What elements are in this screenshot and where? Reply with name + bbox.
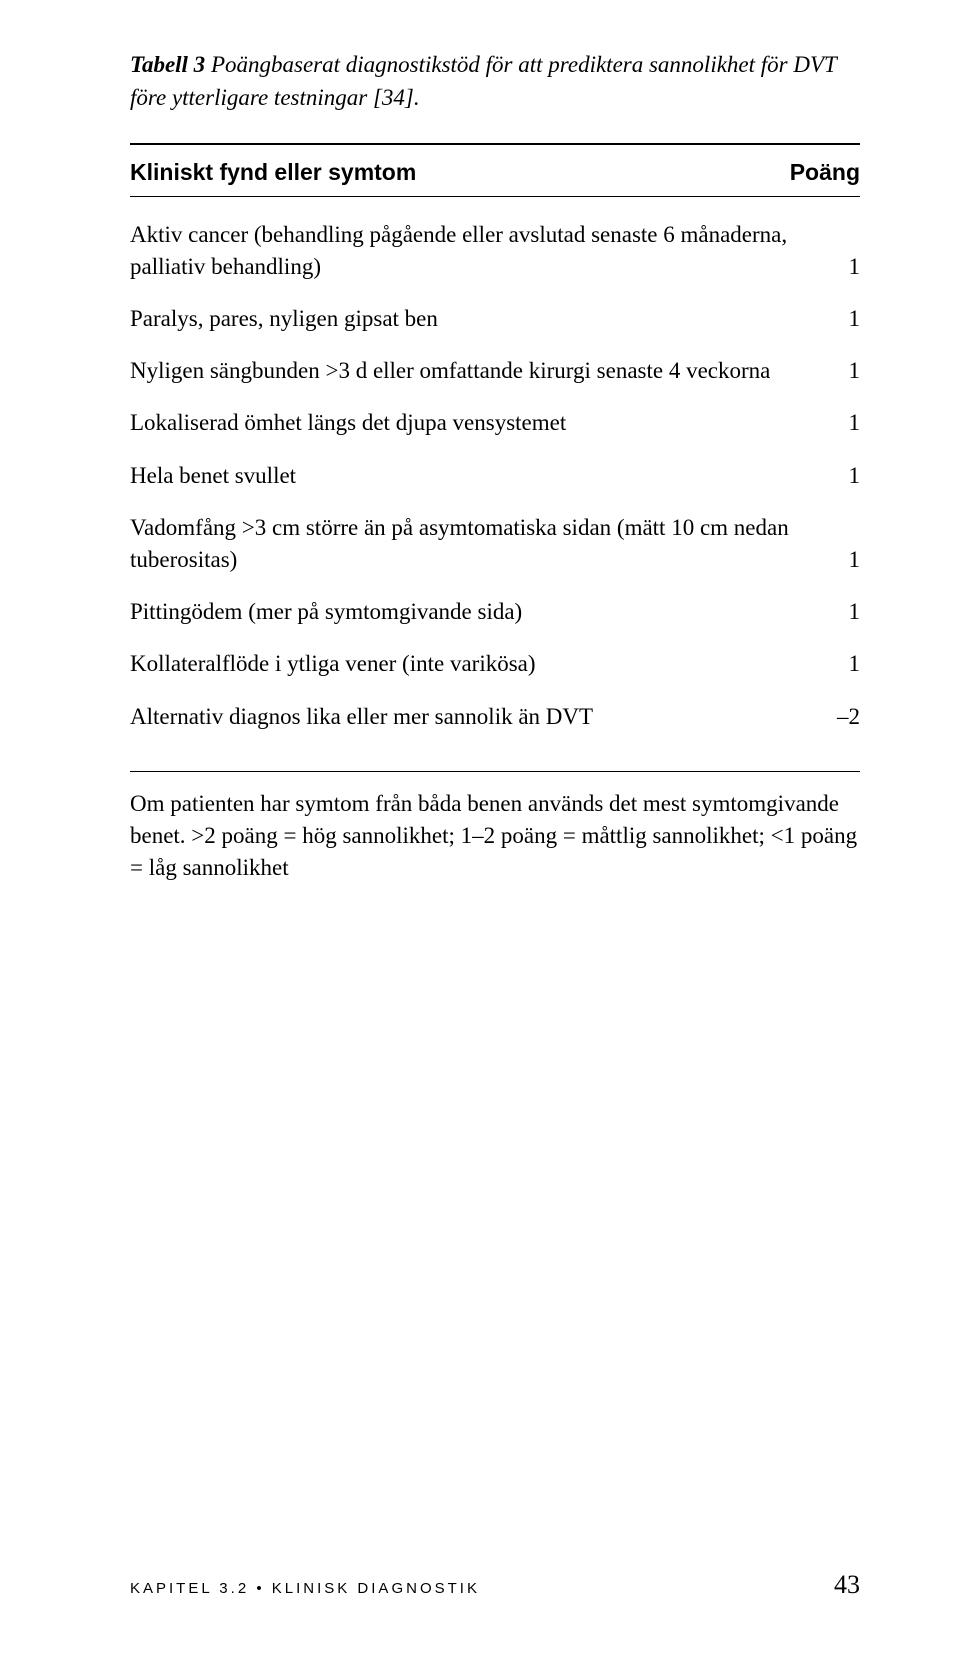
row-score: 1 [849,544,861,576]
table-caption: Tabell 3 Poängbaserat diagnostikstöd för… [130,48,860,115]
footer-chapter: KAPITEL 3.2 • KLINISK DIAGNOSTIK [130,1580,480,1597]
row-label: Vadomfång >3 cm större än på asymtomatis… [130,512,849,576]
footer-page-number: 43 [834,1570,860,1600]
row-score: 1 [849,303,861,335]
header-right: Poäng [790,159,860,186]
caption-text: Poängbaserat diagnostikstöd för att pred… [130,52,836,110]
row-label: Hela benet svullet [130,460,849,492]
row-label: Alternativ diagnos lika eller mer sannol… [130,701,837,733]
row-label: Nyligen sängbunden >3 d eller omfattande… [130,355,849,387]
row-label: Aktiv cancer (behandling pågående eller … [130,219,849,283]
table-row: Vadomfång >3 cm större än på asymtomatis… [130,512,860,576]
table-body: Aktiv cancer (behandling pågående eller … [130,197,860,771]
table-row: Kollateralflöde i ytliga vener (inte var… [130,648,860,680]
header-left: Kliniskt fynd eller symtom [130,159,416,186]
row-label: Lokaliserad ömhet längs det djupa vensys… [130,407,849,439]
table-footnote: Om patienten har symtom från båda benen … [130,772,860,885]
row-score: 1 [849,407,861,439]
row-label: Paralys, pares, nyligen gipsat ben [130,303,849,335]
table-row: Aktiv cancer (behandling pågående eller … [130,219,860,283]
table-row: Hela benet svullet 1 [130,460,860,492]
page-footer: KAPITEL 3.2 • KLINISK DIAGNOSTIK 43 [130,1570,860,1600]
row-score: 1 [849,251,861,283]
row-score: 1 [849,355,861,387]
caption-label: Tabell 3 [130,52,205,77]
row-score: –2 [837,701,860,733]
row-score: 1 [849,460,861,492]
table-row: Lokaliserad ömhet längs det djupa vensys… [130,407,860,439]
table-header: Kliniskt fynd eller symtom Poäng [130,155,860,196]
row-label: Pittingödem (mer på symtomgivande sida) [130,596,849,628]
row-score: 1 [849,596,861,628]
row-score: 1 [849,648,861,680]
table-row: Pittingödem (mer på symtomgivande sida) … [130,596,860,628]
page: Tabell 3 Poängbaserat diagnostikstöd för… [0,0,960,1660]
rule-top [130,143,860,145]
table-row: Nyligen sängbunden >3 d eller omfattande… [130,355,860,387]
row-label: Kollateralflöde i ytliga vener (inte var… [130,648,849,680]
table-row: Paralys, pares, nyligen gipsat ben 1 [130,303,860,335]
table-row: Alternativ diagnos lika eller mer sannol… [130,701,860,733]
